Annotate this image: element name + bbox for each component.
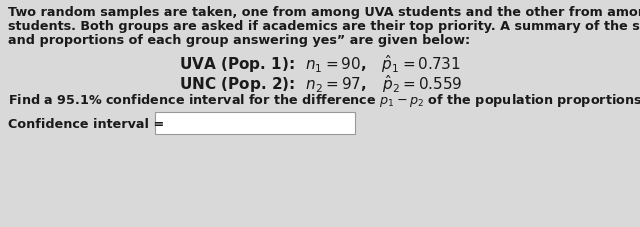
Text: UVA (Pop. 1):  $n_1 = 90$,   $\hat{p}_1 = 0.731$: UVA (Pop. 1): $n_1 = 90$, $\hat{p}_1 = 0… — [179, 53, 461, 75]
Text: UNC (Pop. 2):  $n_2 = 97$,   $\hat{p}_2 = 0.559$: UNC (Pop. 2): $n_2 = 97$, $\hat{p}_2 = 0… — [179, 73, 461, 94]
Text: Confidence interval =: Confidence interval = — [8, 118, 169, 131]
Text: students. Both groups are asked if academics are their top priority. A summary o: students. Both groups are asked if acade… — [8, 20, 640, 33]
Text: and proportions of each group answering yes” are given below:: and proportions of each group answering … — [8, 34, 470, 47]
Bar — [155, 113, 355, 134]
Text: Two random samples are taken, one from among UVA students and the other from amo: Two random samples are taken, one from a… — [8, 6, 640, 19]
Text: Find a 95.1% confidence interval for the difference $p_1 - p_2$ of the populatio: Find a 95.1% confidence interval for the… — [8, 92, 640, 109]
